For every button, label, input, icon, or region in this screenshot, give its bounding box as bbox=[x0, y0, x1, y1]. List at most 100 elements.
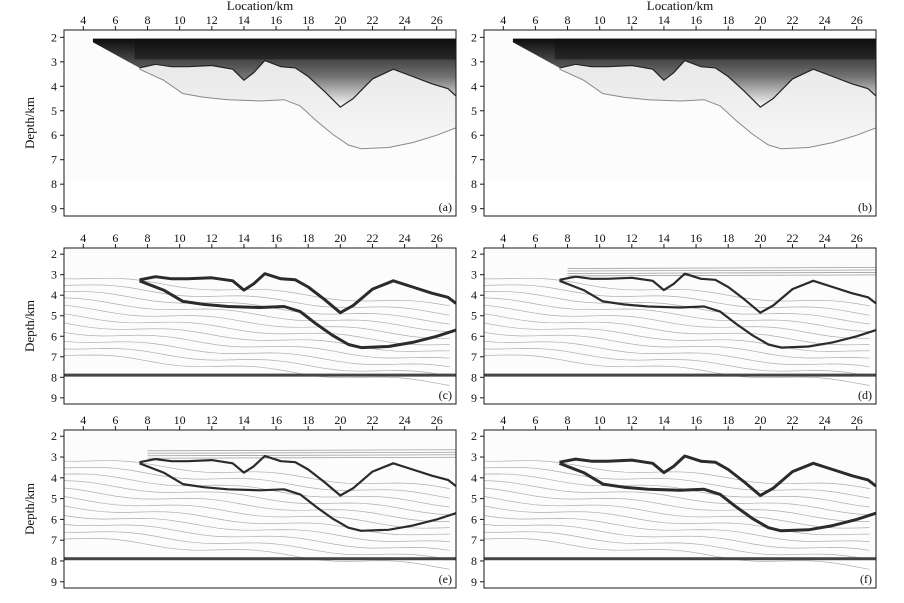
y-tick-label: 4 bbox=[471, 471, 477, 485]
x-tick-label: 4 bbox=[500, 231, 506, 245]
y-tick-label: 2 bbox=[51, 429, 57, 443]
x-tick-label: 26 bbox=[431, 231, 443, 245]
x-tick-label: 4 bbox=[500, 413, 506, 427]
y-tick-label: 4 bbox=[51, 79, 57, 93]
plot-frame bbox=[63, 429, 457, 589]
plot-frame bbox=[483, 29, 877, 217]
y-tick-label: 5 bbox=[51, 309, 57, 323]
x-tick-label: 24 bbox=[399, 413, 411, 427]
y-tick-label: 5 bbox=[471, 492, 477, 506]
y-tick-label: 7 bbox=[51, 153, 57, 167]
y-tick-label: 8 bbox=[51, 554, 57, 568]
x-tick-label: 12 bbox=[206, 231, 218, 245]
x-tick-label: 20 bbox=[754, 13, 766, 27]
x-tick-label: 10 bbox=[174, 13, 186, 27]
panel-b: 4 6 8 10 12 14 16 18 20 22 24 26 2 3 4 5 6 7 8 9 (b) Location… bbox=[471, 0, 877, 217]
y-axis-title: Depth/km bbox=[22, 483, 37, 535]
y-tick-label: 4 bbox=[471, 288, 477, 302]
x-tick-label: 8 bbox=[145, 13, 151, 27]
plot-frame bbox=[483, 247, 877, 405]
x-tick-label: 14 bbox=[238, 231, 250, 245]
panel-label: (c) bbox=[439, 388, 452, 402]
x-tick-label: 18 bbox=[722, 413, 734, 427]
x-tick-label: 6 bbox=[112, 231, 118, 245]
panel-e: 4 6 8 10 12 14 16 18 20 22 24 26 2 3 4 5 6 7 8 9 (e) Depth/km bbox=[22, 413, 457, 589]
x-tick-label: 10 bbox=[594, 413, 606, 427]
x-tick-label: 8 bbox=[145, 413, 151, 427]
y-tick-label: 5 bbox=[51, 492, 57, 506]
seismic-image bbox=[64, 30, 456, 181]
y-tick-label: 7 bbox=[471, 533, 477, 547]
y-tick-label: 6 bbox=[471, 512, 477, 526]
panel-label: (b) bbox=[858, 200, 872, 214]
x-tick-label: 22 bbox=[786, 13, 798, 27]
y-tick-label: 8 bbox=[51, 177, 57, 191]
y-tick-label: 6 bbox=[471, 329, 477, 343]
y-tick-label: 7 bbox=[471, 350, 477, 364]
y-tick-label: 9 bbox=[51, 391, 57, 405]
x-tick-label: 22 bbox=[366, 13, 378, 27]
x-tick-label: 10 bbox=[594, 231, 606, 245]
y-axis-title: Depth/km bbox=[22, 97, 37, 149]
seismic-image bbox=[484, 430, 876, 570]
y-tick-label: 5 bbox=[471, 104, 477, 118]
x-axis-title: Location/km bbox=[647, 0, 713, 13]
x-tick-label: 18 bbox=[302, 231, 314, 245]
x-tick-label: 12 bbox=[206, 13, 218, 27]
plot-frame bbox=[63, 247, 457, 405]
x-tick-label: 24 bbox=[819, 13, 831, 27]
x-tick-label: 22 bbox=[786, 413, 798, 427]
y-tick-label: 4 bbox=[51, 288, 57, 302]
y-tick-label: 9 bbox=[51, 575, 57, 589]
x-tick-label: 18 bbox=[302, 413, 314, 427]
y-tick-label: 3 bbox=[51, 450, 57, 464]
seismic-image bbox=[484, 248, 876, 386]
x-tick-label: 4 bbox=[80, 13, 86, 27]
x-tick-label: 24 bbox=[819, 231, 831, 245]
x-tick-label: 6 bbox=[112, 13, 118, 27]
x-tick-label: 4 bbox=[80, 231, 86, 245]
x-tick-label: 18 bbox=[722, 13, 734, 27]
y-tick-label: 9 bbox=[471, 391, 477, 405]
panel-d: 4 6 8 10 12 14 16 18 20 22 24 26 2 3 4 5 6 7 8 9 (d) bbox=[471, 231, 877, 405]
x-tick-label: 16 bbox=[690, 13, 702, 27]
x-tick-label: 22 bbox=[366, 231, 378, 245]
y-tick-label: 4 bbox=[471, 79, 477, 93]
y-tick-label: 3 bbox=[51, 55, 57, 69]
x-tick-label: 18 bbox=[302, 13, 314, 27]
panel-f: 4 6 8 10 12 14 16 18 20 22 24 26 2 3 4 5 6 7 8 9 (f) bbox=[471, 413, 877, 589]
x-tick-label: 16 bbox=[690, 231, 702, 245]
y-tick-label: 2 bbox=[471, 30, 477, 44]
seismic-image bbox=[64, 430, 456, 570]
x-tick-label: 20 bbox=[754, 231, 766, 245]
y-axis-title: Depth/km bbox=[22, 300, 37, 352]
x-tick-label: 26 bbox=[431, 13, 443, 27]
x-tick-label: 16 bbox=[690, 413, 702, 427]
y-tick-label: 7 bbox=[51, 533, 57, 547]
x-tick-label: 20 bbox=[334, 231, 346, 245]
panel-label: (d) bbox=[858, 388, 872, 402]
y-tick-label: 3 bbox=[471, 268, 477, 282]
x-tick-label: 14 bbox=[238, 13, 250, 27]
y-tick-label: 9 bbox=[471, 575, 477, 589]
seismic-image bbox=[64, 248, 456, 386]
x-tick-label: 10 bbox=[594, 13, 606, 27]
x-tick-label: 26 bbox=[431, 413, 443, 427]
y-tick-label: 9 bbox=[471, 202, 477, 216]
y-tick-label: 2 bbox=[471, 429, 477, 443]
x-tick-label: 20 bbox=[334, 413, 346, 427]
y-tick-label: 8 bbox=[471, 177, 477, 191]
x-tick-label: 14 bbox=[238, 413, 250, 427]
panel-label: (e) bbox=[439, 572, 452, 586]
y-tick-label: 2 bbox=[51, 247, 57, 261]
x-tick-label: 24 bbox=[399, 13, 411, 27]
seismic-image bbox=[484, 30, 876, 181]
x-tick-label: 6 bbox=[532, 13, 538, 27]
panel-label: (f) bbox=[860, 572, 872, 586]
y-tick-label: 3 bbox=[471, 450, 477, 464]
x-tick-label: 8 bbox=[145, 231, 151, 245]
x-tick-label: 22 bbox=[366, 413, 378, 427]
x-tick-label: 16 bbox=[270, 231, 282, 245]
x-tick-label: 24 bbox=[819, 413, 831, 427]
